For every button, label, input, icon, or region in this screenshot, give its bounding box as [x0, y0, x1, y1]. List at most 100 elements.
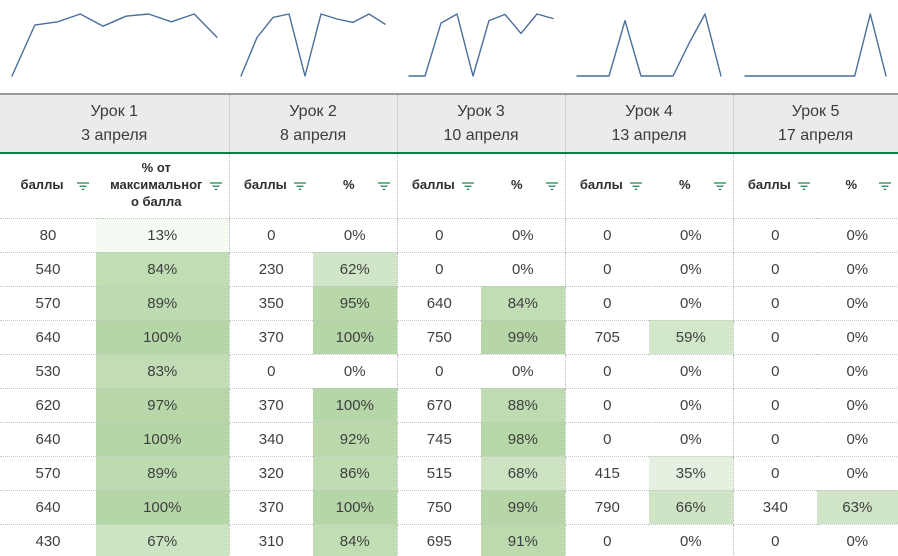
pct-cell[interactable]: 0% — [817, 456, 898, 491]
pct-cell[interactable]: 66% — [649, 490, 734, 525]
filter-icon[interactable] — [376, 179, 392, 193]
pct-cell[interactable]: 0% — [649, 388, 734, 423]
pct-cell[interactable]: 100% — [96, 422, 230, 457]
filter-icon[interactable] — [796, 179, 812, 193]
pct-cell[interactable]: 0% — [817, 422, 898, 457]
pct-cell[interactable]: 0% — [817, 354, 898, 389]
score-cell[interactable]: 540 — [0, 252, 96, 287]
score-cell[interactable]: 640 — [397, 286, 482, 321]
pct-cell[interactable]: 0% — [817, 388, 898, 423]
score-cell[interactable]: 670 — [397, 388, 482, 423]
pct-cell[interactable]: 0% — [313, 354, 398, 389]
score-cell[interactable]: 515 — [397, 456, 482, 491]
score-cell[interactable]: 0 — [565, 422, 650, 457]
pct-cell[interactable]: 83% — [96, 354, 230, 389]
pct-cell[interactable]: 35% — [649, 456, 734, 491]
score-cell[interactable]: 0 — [733, 252, 818, 287]
pct-cell[interactable]: 0% — [649, 252, 734, 287]
score-cell[interactable]: 370 — [229, 388, 314, 423]
score-cell[interactable]: 0 — [733, 286, 818, 321]
filter-icon[interactable] — [628, 179, 644, 193]
pct-cell[interactable]: 100% — [313, 490, 398, 525]
pct-cell[interactable]: 100% — [313, 388, 398, 423]
pct-cell[interactable]: 0% — [481, 252, 566, 287]
pct-cell[interactable]: 84% — [96, 252, 230, 287]
pct-cell[interactable]: 97% — [96, 388, 230, 423]
score-cell[interactable]: 415 — [565, 456, 650, 491]
pct-cell[interactable]: 0% — [481, 354, 566, 389]
pct-cell[interactable]: 0% — [817, 252, 898, 287]
pct-cell[interactable]: 0% — [481, 218, 566, 253]
filter-icon[interactable] — [712, 179, 728, 193]
filter-icon[interactable] — [877, 179, 893, 193]
score-cell[interactable]: 0 — [733, 218, 818, 253]
pct-cell[interactable]: 100% — [96, 490, 230, 525]
filter-icon[interactable] — [460, 179, 476, 193]
pct-cell[interactable]: 100% — [313, 320, 398, 355]
score-cell[interactable]: 80 — [0, 218, 96, 253]
score-cell[interactable]: 0 — [397, 218, 482, 253]
score-cell[interactable]: 320 — [229, 456, 314, 491]
filter-icon[interactable] — [544, 179, 560, 193]
score-cell[interactable]: 0 — [733, 388, 818, 423]
score-cell[interactable]: 0 — [565, 524, 650, 556]
pct-cell[interactable]: 86% — [313, 456, 398, 491]
score-cell[interactable]: 750 — [397, 320, 482, 355]
pct-cell[interactable]: 89% — [96, 286, 230, 321]
filter-icon[interactable] — [75, 179, 91, 193]
pct-cell[interactable]: 67% — [96, 524, 230, 556]
pct-cell[interactable]: 88% — [481, 388, 566, 423]
score-cell[interactable]: 750 — [397, 490, 482, 525]
pct-cell[interactable]: 84% — [481, 286, 566, 321]
score-cell[interactable]: 695 — [397, 524, 482, 556]
pct-cell[interactable]: 0% — [649, 422, 734, 457]
score-cell[interactable]: 0 — [565, 388, 650, 423]
score-cell[interactable]: 530 — [0, 354, 96, 389]
pct-cell[interactable]: 91% — [481, 524, 566, 556]
score-cell[interactable]: 570 — [0, 286, 96, 321]
pct-cell[interactable]: 0% — [649, 218, 734, 253]
score-cell[interactable]: 0 — [733, 320, 818, 355]
pct-cell[interactable]: 100% — [96, 320, 230, 355]
pct-cell[interactable]: 0% — [817, 218, 898, 253]
filter-icon[interactable] — [208, 179, 224, 193]
pct-cell[interactable]: 95% — [313, 286, 398, 321]
score-cell[interactable]: 620 — [0, 388, 96, 423]
score-cell[interactable]: 310 — [229, 524, 314, 556]
pct-cell[interactable]: 0% — [313, 218, 398, 253]
score-cell[interactable]: 370 — [229, 320, 314, 355]
pct-cell[interactable]: 0% — [817, 524, 898, 556]
pct-cell[interactable]: 89% — [96, 456, 230, 491]
pct-cell[interactable]: 0% — [649, 286, 734, 321]
pct-cell[interactable]: 0% — [649, 354, 734, 389]
score-cell[interactable]: 350 — [229, 286, 314, 321]
score-cell[interactable]: 0 — [733, 422, 818, 457]
pct-cell[interactable]: 63% — [817, 490, 898, 525]
filter-icon[interactable] — [292, 179, 308, 193]
score-cell[interactable]: 0 — [397, 252, 482, 287]
score-cell[interactable]: 0 — [565, 286, 650, 321]
score-cell[interactable]: 430 — [0, 524, 96, 556]
score-cell[interactable]: 570 — [0, 456, 96, 491]
score-cell[interactable]: 640 — [0, 490, 96, 525]
score-cell[interactable]: 745 — [397, 422, 482, 457]
pct-cell[interactable]: 0% — [649, 524, 734, 556]
score-cell[interactable]: 0 — [565, 252, 650, 287]
pct-cell[interactable]: 68% — [481, 456, 566, 491]
score-cell[interactable]: 0 — [733, 524, 818, 556]
pct-cell[interactable]: 62% — [313, 252, 398, 287]
score-cell[interactable]: 0 — [229, 218, 314, 253]
score-cell[interactable]: 0 — [733, 354, 818, 389]
pct-cell[interactable]: 0% — [817, 286, 898, 321]
score-cell[interactable]: 0 — [733, 456, 818, 491]
pct-cell[interactable]: 92% — [313, 422, 398, 457]
score-cell[interactable]: 0 — [397, 354, 482, 389]
score-cell[interactable]: 0 — [565, 218, 650, 253]
score-cell[interactable]: 0 — [229, 354, 314, 389]
score-cell[interactable]: 340 — [229, 422, 314, 457]
score-cell[interactable]: 0 — [565, 354, 650, 389]
pct-cell[interactable]: 99% — [481, 320, 566, 355]
pct-cell[interactable]: 98% — [481, 422, 566, 457]
pct-cell[interactable]: 59% — [649, 320, 734, 355]
score-cell[interactable]: 640 — [0, 320, 96, 355]
